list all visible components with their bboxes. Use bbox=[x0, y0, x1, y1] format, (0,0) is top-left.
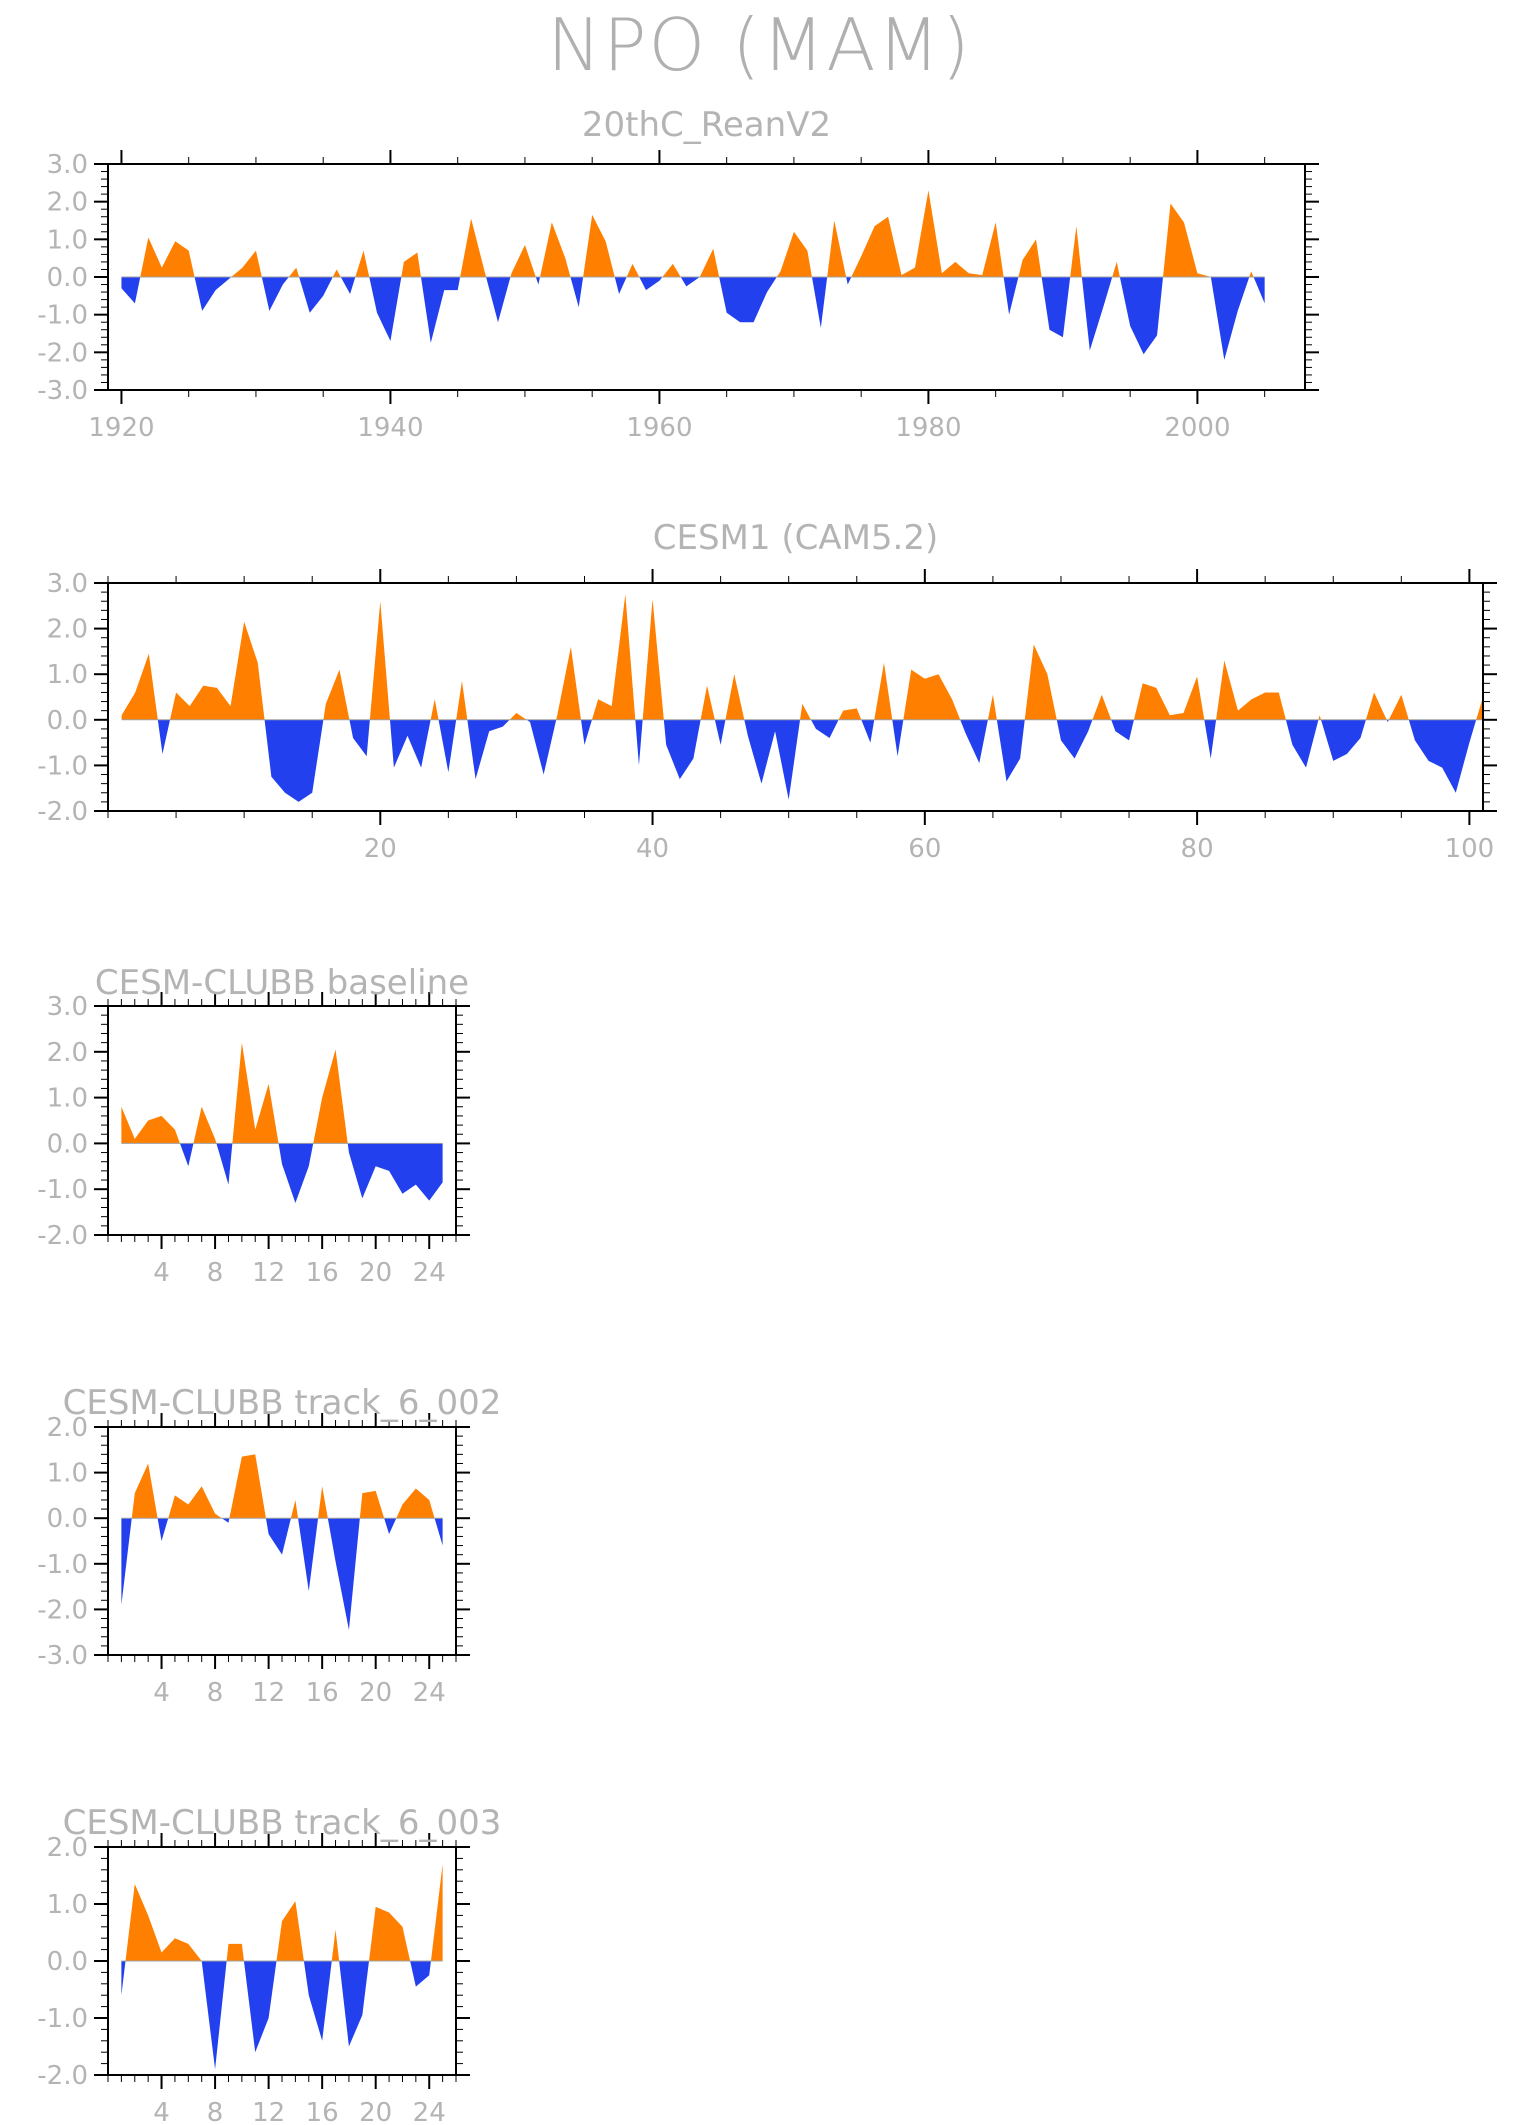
negative-area bbox=[121, 1143, 443, 1203]
y-tick-label: -3.0 bbox=[37, 1641, 88, 1671]
x-tick-label: 2000 bbox=[1164, 413, 1230, 443]
x-tick-label: 20 bbox=[359, 2098, 392, 2125]
y-tick-label: -1.0 bbox=[37, 751, 88, 781]
y-tick-label: 2.0 bbox=[47, 1413, 88, 1443]
panel-title: CESM1 (CAM5.2) bbox=[653, 518, 939, 558]
y-tick-label: 2.0 bbox=[47, 1833, 88, 1863]
x-tick-label: 100 bbox=[1445, 834, 1495, 864]
panel-title: 20thC_ReanV2 bbox=[582, 105, 831, 145]
negative-area bbox=[121, 719, 1484, 802]
plot-frame bbox=[107, 582, 1484, 812]
y-tick-label: -1.0 bbox=[37, 301, 88, 331]
x-tick-label: 16 bbox=[306, 2098, 339, 2125]
x-tick-label: 24 bbox=[413, 1678, 446, 1708]
x-tick-label: 4 bbox=[153, 2098, 170, 2125]
y-tick-label: 0.0 bbox=[47, 1129, 88, 1159]
y-tick-label: -1.0 bbox=[37, 1550, 88, 1580]
y-axis: 3.0 2.0 1.0 0.0 -1.0 -2.0 bbox=[37, 569, 1497, 827]
positive-area bbox=[121, 1042, 443, 1144]
y-tick-label: -2.0 bbox=[37, 2061, 88, 2091]
x-tick-label: 24 bbox=[413, 2098, 446, 2125]
y-tick-label: 1.0 bbox=[47, 1459, 88, 1489]
y-axis: 3.0 2.0 1.0 0.0 -1.0 -2.0 -3.0 bbox=[37, 150, 1319, 406]
x-axis: 4 8 12 16 20 24 bbox=[107, 1413, 457, 1708]
x-axis: 4 8 12 16 20 24 bbox=[107, 992, 457, 1288]
panel-title: CESM-CLUBB track_6_003 bbox=[63, 1803, 502, 1843]
chart-panel-3: 3.0 2.0 1.0 0.0 -1.0 -2.0 4 8 12 16 20 24 CESM-CLUBB… bbox=[37, 963, 470, 1288]
x-tick-label: 1960 bbox=[626, 413, 692, 443]
x-tick-label: 1980 bbox=[895, 413, 961, 443]
y-tick-label: 2.0 bbox=[47, 615, 88, 645]
panel-title: CESM-CLUBB baseline bbox=[95, 963, 469, 1003]
x-tick-label: 12 bbox=[252, 1678, 285, 1708]
positive-area bbox=[121, 594, 1484, 720]
y-tick-label: 2.0 bbox=[47, 1038, 88, 1068]
y-axis: 2.0 1.0 0.0 -1.0 -2.0 -3.0 bbox=[37, 1413, 470, 1671]
y-tick-label: 3.0 bbox=[47, 150, 88, 180]
y-tick-label: -3.0 bbox=[37, 376, 88, 406]
y-tick-label: 3.0 bbox=[47, 569, 88, 599]
y-tick-label: -2.0 bbox=[37, 797, 88, 827]
positive-area bbox=[121, 1454, 443, 1519]
y-tick-label: -2.0 bbox=[37, 1595, 88, 1625]
y-axis: 3.0 2.0 1.0 0.0 -1.0 -2.0 bbox=[37, 992, 470, 1251]
x-axis: 4 8 12 16 20 24 bbox=[107, 1833, 457, 2125]
x-tick-label: 1920 bbox=[88, 413, 154, 443]
y-tick-label: -1.0 bbox=[37, 1175, 88, 1205]
x-tick-label: 20 bbox=[359, 1678, 392, 1708]
y-tick-label: 0.0 bbox=[47, 706, 88, 736]
x-tick-label: 20 bbox=[359, 1258, 392, 1288]
y-tick-label: 0.0 bbox=[47, 1504, 88, 1534]
x-tick-label: 12 bbox=[252, 2098, 285, 2125]
x-tick-label: 1940 bbox=[357, 413, 423, 443]
x-tick-label: 12 bbox=[252, 1258, 285, 1288]
positive-area bbox=[121, 1864, 443, 1961]
y-tick-label: 2.0 bbox=[47, 188, 88, 218]
figure-title: NPO (MAM) bbox=[547, 3, 972, 87]
panel-title: CESM-CLUBB track_6_002 bbox=[63, 1383, 502, 1423]
negative-area bbox=[121, 1518, 443, 1630]
y-tick-label: -1.0 bbox=[37, 2004, 88, 2034]
negative-area bbox=[121, 1961, 443, 2070]
negative-area bbox=[121, 277, 1265, 360]
y-tick-label: 1.0 bbox=[47, 1084, 88, 1114]
x-tick-label: 4 bbox=[153, 1678, 170, 1708]
x-tick-label: 8 bbox=[207, 1258, 224, 1288]
x-tick-label: 16 bbox=[306, 1258, 339, 1288]
x-tick-label: 8 bbox=[207, 1678, 224, 1708]
y-axis: 2.0 1.0 0.0 -1.0 -2.0 bbox=[37, 1833, 470, 2091]
y-tick-label: 1.0 bbox=[47, 660, 88, 690]
y-tick-label: 0.0 bbox=[47, 263, 88, 293]
y-tick-label: 1.0 bbox=[47, 225, 88, 255]
y-tick-label: -2.0 bbox=[37, 338, 88, 368]
y-tick-label: 1.0 bbox=[47, 1890, 88, 1920]
positive-area bbox=[121, 190, 1265, 277]
x-tick-label: 16 bbox=[306, 1678, 339, 1708]
x-tick-label: 8 bbox=[207, 2098, 224, 2125]
x-tick-label: 24 bbox=[413, 1258, 446, 1288]
chart-panel-5: 2.0 1.0 0.0 -1.0 -2.0 4 8 12 16 20 24 CESM-CLUBB tr… bbox=[37, 1803, 501, 2125]
y-tick-label: 3.0 bbox=[47, 992, 88, 1022]
x-axis: 1920 1940 1960 1980 2000 bbox=[88, 150, 1266, 443]
chart-panel-2: 3.0 2.0 1.0 0.0 -1.0 -2.0 20 40 60 80 100 CESM1 (CA… bbox=[37, 518, 1497, 864]
x-tick-label: 80 bbox=[1181, 834, 1214, 864]
x-axis: 20 40 60 80 100 bbox=[107, 569, 1495, 864]
x-tick-label: 60 bbox=[908, 834, 941, 864]
x-tick-label: 20 bbox=[364, 834, 397, 864]
x-tick-label: 40 bbox=[636, 834, 669, 864]
x-tick-label: 4 bbox=[153, 1258, 170, 1288]
y-tick-label: -2.0 bbox=[37, 1221, 88, 1251]
y-tick-label: 0.0 bbox=[47, 1947, 88, 1977]
chart-panel-4: 2.0 1.0 0.0 -1.0 -2.0 -3.0 4 8 12 16 20 24 CESM-CLUB… bbox=[37, 1383, 501, 1708]
